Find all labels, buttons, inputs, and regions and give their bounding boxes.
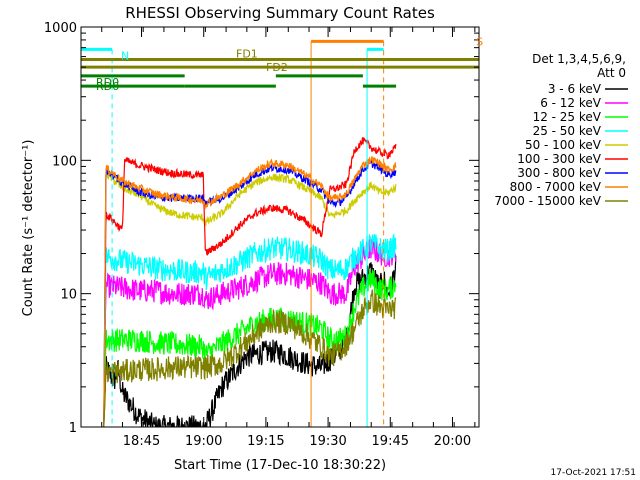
legend-entry-label: 12 - 25 keV: [533, 110, 602, 124]
y-tick-label: 10: [60, 288, 77, 303]
x-tick-label: 18:45: [123, 434, 160, 449]
series-line-8: [103, 289, 397, 427]
legend-entry-label: 300 - 800 keV: [517, 166, 601, 180]
y-tick-label: 1000: [44, 21, 77, 36]
y-tick-label: 100: [52, 154, 77, 169]
series-line-2: [103, 269, 397, 427]
legend-entry-label: 25 - 50 keV: [533, 124, 602, 138]
annotation-label-n: N: [121, 49, 129, 62]
annotation-label-s: S: [476, 35, 483, 48]
legend-entry-label: 100 - 300 keV: [517, 152, 601, 166]
annotation-label-rd0: RD0: [96, 76, 119, 89]
annotation-label-rd6: RD6: [96, 80, 119, 93]
series-line-1: [103, 238, 397, 427]
y-tick-label: 1: [69, 421, 77, 436]
legend-header-line-1: Det 1,3,4,5,6,9,: [532, 52, 626, 66]
annotation-label-fd1: FD1: [236, 48, 258, 61]
series-line-5: [103, 137, 397, 427]
legend-header-line-2: Att 0: [597, 66, 626, 80]
x-tick-label: 20:00: [434, 434, 471, 449]
x-tick-label: 19:00: [185, 434, 222, 449]
annotation-label-fd2: FD2: [266, 61, 288, 74]
legend-entry-label: 800 - 7000 keV: [510, 180, 602, 194]
y-axis-label: Count Rate (s⁻¹ detector⁻¹): [21, 140, 36, 317]
series-line-7: [103, 156, 397, 427]
plot-frame: [80, 26, 480, 428]
x-tick-label: 19:45: [372, 434, 409, 449]
x-tick-label: 19:15: [247, 434, 284, 449]
footer-date: 17-Oct-2021 17:51: [551, 468, 636, 478]
legend-entry-label: 3 - 6 keV: [548, 82, 602, 96]
series-line-4: [103, 169, 397, 427]
x-axis-label: Start Time (17-Dec-10 18:30:22): [174, 458, 386, 473]
legend-entry-label: 7000 - 15000 keV: [494, 194, 601, 208]
legend-entry-label: 6 - 12 keV: [540, 96, 602, 110]
legend-entry-label: 50 - 100 keV: [525, 138, 602, 152]
chart-title: RHESSI Observing Summary Count Rates: [125, 4, 435, 22]
series-line-3: [103, 232, 397, 427]
x-tick-label: 19:30: [309, 434, 346, 449]
